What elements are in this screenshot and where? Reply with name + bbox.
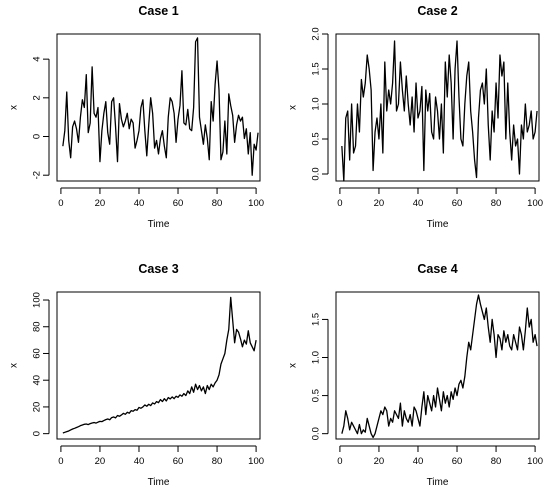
x-tick-label: 100: [527, 456, 543, 467]
y-axis-label: x: [288, 105, 299, 110]
chart-panel-4: Case 4 0 20 40 60 80 100 Time 0.0 0.5 1.0 1.5 x: [288, 262, 544, 488]
chart-panel-3: Case 3 0 20 40 60 80 100 Time 0 20 40 60 80 100 x: [9, 262, 265, 488]
x-tick-label: 40: [413, 456, 424, 467]
series-line: [341, 294, 538, 439]
x-tick-label: 40: [134, 198, 145, 209]
y-tick-label: 100: [32, 292, 43, 308]
x-tick-label: 100: [248, 198, 264, 209]
x-tick-label: 20: [374, 456, 385, 467]
y-tick-label: 0: [32, 134, 43, 139]
x-tick-label: 40: [413, 198, 424, 209]
y-axis-label: x: [9, 363, 20, 368]
y-tick-label: 1.5: [311, 313, 322, 326]
x-tick-label: 0: [337, 198, 342, 209]
y-tick-label: 80: [32, 321, 43, 332]
chart-title: Case 3: [138, 262, 178, 276]
chart-title: Case 1: [138, 4, 178, 18]
y-tick-label: 1.0: [311, 97, 322, 110]
chart-panel-1: Case 1 0 20 40 60 80 100 Time -2 0 2 4 x: [9, 4, 265, 230]
x-tick-label: 80: [491, 198, 502, 209]
y-tick-label: 1.5: [311, 62, 322, 75]
x-tick-label: 80: [212, 198, 223, 209]
x-axis-label: Time: [148, 477, 170, 488]
y-tick-label: -2: [32, 171, 43, 179]
x-tick-label: 80: [212, 456, 223, 467]
x-tick-label: 60: [452, 198, 463, 209]
series-line: [62, 37, 259, 176]
y-tick-label: 2: [32, 95, 43, 100]
chart-title: Case 2: [417, 4, 457, 18]
x-tick-label: 100: [248, 456, 264, 467]
x-tick-label: 100: [527, 198, 543, 209]
y-tick-label: 60: [32, 348, 43, 359]
y-tick-label: 0.0: [311, 167, 322, 180]
chart-title: Case 4: [417, 262, 457, 276]
plot-frame: [335, 33, 540, 182]
y-axis-label: x: [288, 363, 299, 368]
series-line: [341, 40, 538, 182]
y-tick-label: 0.5: [311, 132, 322, 145]
y-tick-label: 4: [32, 56, 43, 61]
x-tick-label: 80: [491, 456, 502, 467]
x-tick-label: 60: [452, 456, 463, 467]
x-tick-label: 0: [337, 456, 342, 467]
y-tick-label: 20: [32, 402, 43, 413]
x-tick-label: 60: [173, 198, 184, 209]
x-tick-label: 60: [173, 456, 184, 467]
y-tick-label: 0: [32, 431, 43, 436]
x-axis-label: Time: [427, 219, 449, 230]
x-tick-label: 20: [95, 456, 106, 467]
plot-frame: [335, 291, 540, 440]
y-axis-label: x: [9, 105, 20, 110]
x-tick-label: 0: [58, 198, 63, 209]
y-tick-label: 2.0: [311, 27, 322, 40]
chart-panel-2: Case 2 0 20 40 60 80 100 Time 0.0 0.5 1.0 1.5 2.0 x: [288, 4, 544, 230]
x-axis-label: Time: [148, 219, 170, 230]
x-tick-label: 20: [374, 198, 385, 209]
x-axis-label: Time: [427, 477, 449, 488]
x-tick-label: 20: [95, 198, 106, 209]
x-tick-label: 40: [134, 456, 145, 467]
y-tick-label: 1.0: [311, 351, 322, 364]
plot-frame: [56, 291, 261, 440]
y-tick-label: 0.5: [311, 389, 322, 402]
plot-frame: [56, 33, 261, 182]
series-line: [62, 296, 257, 434]
x-tick-label: 0: [58, 456, 63, 467]
y-tick-label: 40: [32, 375, 43, 386]
y-tick-label: 0.0: [311, 427, 322, 440]
